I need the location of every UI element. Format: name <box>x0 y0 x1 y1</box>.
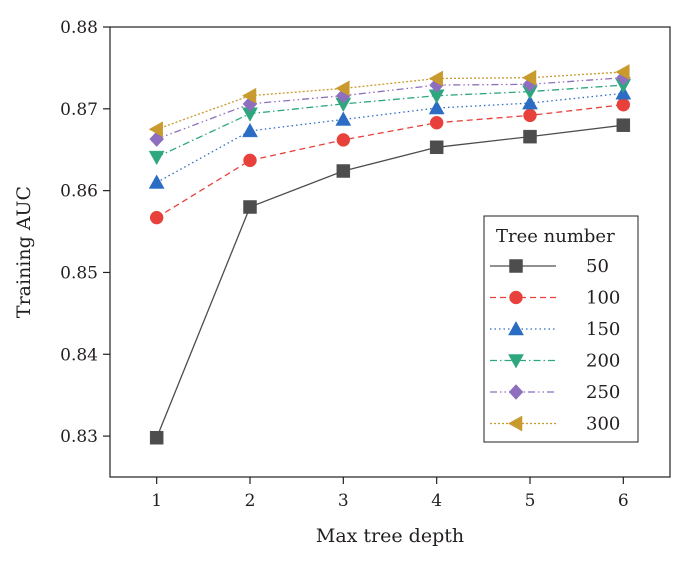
x-tick-label: 1 <box>151 491 162 511</box>
x-tick-label: 5 <box>525 491 536 511</box>
legend-marker <box>508 354 524 369</box>
series-300 <box>148 64 630 138</box>
y-axis: 0.83 0.84 0.85 0.86 0.87 0.88 <box>60 18 110 447</box>
data-point-50 <box>523 129 537 144</box>
data-point-300 <box>521 69 537 86</box>
series-150 <box>148 85 632 189</box>
data-point-300 <box>241 87 257 104</box>
data-point-50 <box>336 164 351 178</box>
legend-marker <box>509 290 523 305</box>
legend-label: 100 <box>586 288 620 309</box>
data-point-100 <box>336 133 351 147</box>
data-point-50 <box>243 200 257 214</box>
y-tick-label: 0.86 <box>60 182 98 202</box>
data-point-300 <box>615 64 630 80</box>
y-tick-label: 0.87 <box>60 100 98 120</box>
data-point-100 <box>429 115 444 130</box>
legend-box <box>483 215 639 443</box>
y-tick-label: 0.83 <box>60 427 98 447</box>
x-tick-label: 3 <box>338 491 349 511</box>
legend-label: 150 <box>586 319 620 340</box>
series-line-100 <box>156 104 624 219</box>
legend-item-50: 50 <box>490 256 609 277</box>
series-line-200 <box>156 84 624 158</box>
legend-label: 50 <box>586 256 609 277</box>
data-point-50 <box>149 430 164 445</box>
legend-item-150: 150 <box>490 319 620 340</box>
data-point-150 <box>335 111 352 126</box>
x-tick-label: 4 <box>431 491 442 511</box>
legend-label: 200 <box>586 351 620 372</box>
series-line-150 <box>156 92 624 184</box>
y-tick-label: 0.84 <box>60 345 98 365</box>
x-tick-label: 2 <box>245 491 256 511</box>
legend-marker <box>507 415 523 432</box>
legend-marker <box>509 259 523 273</box>
data-point-100 <box>243 153 257 168</box>
data-point-300 <box>335 80 350 97</box>
y-axis-title: Training AUC <box>13 186 35 318</box>
legend-marker <box>508 384 524 400</box>
data-point-300 <box>148 121 163 138</box>
data-point-50 <box>616 118 631 132</box>
series-line-250 <box>156 77 624 140</box>
legend-label: 250 <box>586 382 620 403</box>
y-tick-label: 0.88 <box>60 18 98 38</box>
legend-item-250: 250 <box>490 382 620 403</box>
series-50 <box>149 118 631 445</box>
x-axis-title: Max tree depth <box>316 525 464 547</box>
data-point-150 <box>148 174 165 189</box>
series-250 <box>149 69 631 147</box>
legend-item-100: 100 <box>490 288 620 309</box>
legend: Tree number 50 100 150 200 250 300 <box>483 215 639 443</box>
data-point-150 <box>242 122 258 138</box>
legend-label: 300 <box>586 414 620 435</box>
legend-item-200: 200 <box>490 351 620 372</box>
legend-item-300: 300 <box>490 414 620 435</box>
x-tick-label: 6 <box>618 491 629 511</box>
data-point-200 <box>148 150 165 166</box>
series-200 <box>148 78 632 166</box>
legend-marker <box>508 320 524 336</box>
legend-title: Tree number <box>496 226 615 247</box>
data-point-150 <box>428 99 445 115</box>
data-point-100 <box>149 210 164 225</box>
data-point-150 <box>522 95 538 110</box>
series-line-50 <box>156 124 624 438</box>
y-tick-label: 0.85 <box>60 263 98 283</box>
x-axis: 1 2 3 4 5 6 <box>151 477 629 511</box>
plot-frame <box>109 26 671 478</box>
data-point-100 <box>523 108 537 123</box>
series-layer <box>148 64 632 445</box>
series-line-300 <box>156 71 624 130</box>
data-point-300 <box>428 70 443 87</box>
data-point-50 <box>429 140 444 155</box>
data-point-100 <box>616 97 631 112</box>
series-100 <box>149 97 631 225</box>
